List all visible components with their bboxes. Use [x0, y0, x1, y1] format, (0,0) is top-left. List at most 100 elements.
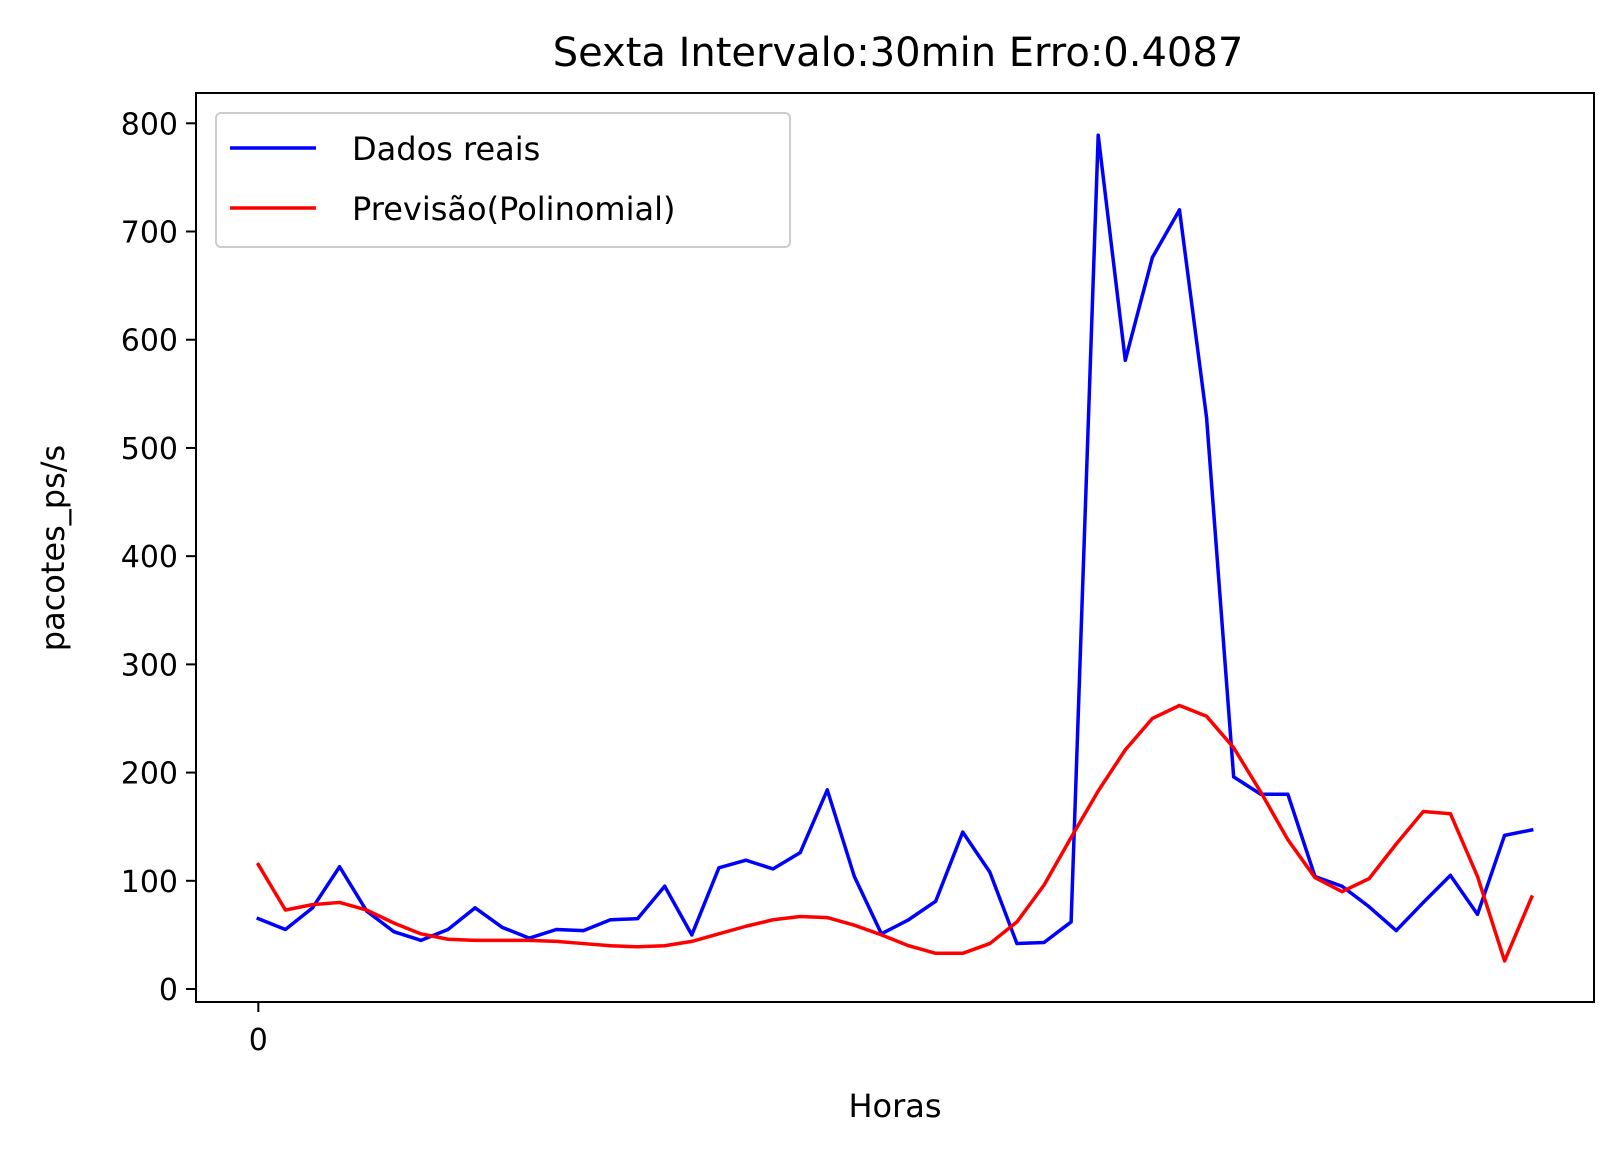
data-point-dados-reais [1421, 900, 1425, 905]
data-point-dados-reais [1394, 928, 1398, 933]
legend-label-previsao: Previsão(Polinomial) [352, 190, 675, 228]
data-point-dados-reais [500, 925, 504, 929]
data-point-previsao [1069, 835, 1073, 840]
data-point-dados-reais [1042, 940, 1046, 945]
data-point-dados-reais [798, 851, 802, 855]
data-point-previsao [1448, 812, 1453, 816]
data-point-dados-reais [771, 867, 775, 871]
data-point-previsao [419, 932, 423, 936]
data-point-previsao [961, 951, 965, 955]
data-point-previsao [1502, 959, 1507, 963]
data-point-previsao [1394, 842, 1398, 846]
data-point-previsao [1096, 789, 1100, 793]
y-tick-label: 800 [121, 107, 178, 142]
data-point-dados-reais [690, 933, 694, 937]
data-point-dados-reais [1232, 775, 1236, 779]
y-tick-label: 700 [121, 216, 178, 251]
series-line-previsao [255, 703, 1534, 963]
data-point-dados-reais [473, 906, 477, 910]
data-point-previsao [473, 938, 477, 942]
data-point-previsao [771, 918, 775, 922]
data-point-previsao [1015, 920, 1019, 924]
data-point-previsao [1177, 703, 1182, 708]
data-point-dados-reais [1340, 884, 1344, 888]
data-point-previsao [554, 939, 558, 944]
data-point-dados-reais [608, 918, 613, 922]
y-tick-label: 400 [121, 540, 178, 575]
data-point-previsao [744, 924, 748, 928]
data-point-dados-reais [1204, 416, 1209, 420]
data-point-previsao [1123, 748, 1127, 752]
data-point-dados-reais [744, 858, 748, 862]
data-point-dados-reais [1502, 833, 1507, 837]
data-point-previsao [1150, 716, 1154, 721]
x-axis-label: Horas [848, 1087, 941, 1125]
data-point-dados-reais [256, 917, 260, 921]
x-tick-label: 0 [249, 1023, 268, 1058]
data-point-previsao [825, 915, 829, 920]
data-point-dados-reais [934, 899, 938, 903]
data-point-dados-reais [554, 927, 558, 932]
series-previsao [255, 703, 1534, 963]
data-point-previsao [1042, 883, 1046, 887]
data-point-dados-reais [717, 866, 721, 870]
data-point-previsao [906, 944, 911, 948]
data-point-previsao [1340, 890, 1344, 894]
data-point-previsao [1313, 875, 1317, 880]
y-tick-label: 200 [121, 757, 178, 792]
data-point-previsao [500, 938, 504, 942]
data-point-previsao [1530, 895, 1534, 899]
data-point-dados-reais [825, 788, 829, 792]
data-point-dados-reais [283, 927, 288, 932]
data-point-dados-reais [337, 865, 342, 869]
data-point-previsao [1475, 874, 1480, 879]
data-point-previsao [663, 944, 667, 948]
data-point-dados-reais [1448, 873, 1453, 877]
data-point-dados-reais [1475, 912, 1480, 916]
y-tick-label: 500 [121, 432, 178, 467]
legend: Dados reais Previsão(Polinomial) [215, 112, 791, 248]
data-point-previsao [1286, 838, 1290, 842]
data-point-dados-reais [446, 927, 450, 932]
data-point-previsao [365, 908, 369, 912]
data-point-dados-reais [581, 928, 586, 933]
data-point-previsao [283, 908, 288, 912]
data-point-previsao [581, 941, 586, 946]
data-point-previsao [852, 923, 856, 927]
legend-box [215, 112, 791, 248]
data-point-previsao [1259, 790, 1263, 794]
data-point-previsao [1367, 877, 1371, 881]
data-point-dados-reais [419, 938, 423, 942]
data-point-dados-reais [310, 906, 315, 910]
data-point-previsao [934, 951, 938, 955]
y-axis: 0 100 200 300 400 500 600 700 800 [121, 107, 196, 1008]
y-axis-label: pacotes_ps/s [34, 445, 72, 651]
data-point-dados-reais [636, 917, 640, 921]
data-point-previsao [636, 945, 640, 949]
data-point-previsao [988, 941, 992, 946]
data-point-previsao [608, 944, 613, 948]
data-point-dados-reais [1123, 358, 1127, 362]
data-point-dados-reais [1286, 792, 1290, 796]
data-point-dados-reais [1367, 905, 1371, 909]
data-point-dados-reais [1096, 133, 1100, 137]
data-point-previsao [879, 933, 884, 937]
legend-label-dados-reais: Dados reais [352, 130, 540, 168]
data-point-dados-reais [1015, 941, 1019, 946]
y-tick-label: 100 [121, 865, 178, 900]
x-axis: 0 [249, 1002, 268, 1058]
y-tick-label: 0 [159, 973, 178, 1008]
data-point-previsao [256, 862, 260, 867]
y-tick-label: 600 [121, 324, 178, 359]
y-tick-label: 300 [121, 648, 178, 683]
data-point-previsao [446, 937, 450, 941]
data-point-dados-reais [1069, 920, 1073, 924]
data-point-previsao [337, 900, 342, 905]
data-point-previsao [392, 921, 396, 925]
data-point-dados-reais [663, 884, 667, 888]
data-point-dados-reais [988, 870, 992, 874]
data-point-previsao [717, 932, 721, 936]
data-point-previsao [310, 903, 315, 907]
data-point-dados-reais [906, 918, 911, 922]
